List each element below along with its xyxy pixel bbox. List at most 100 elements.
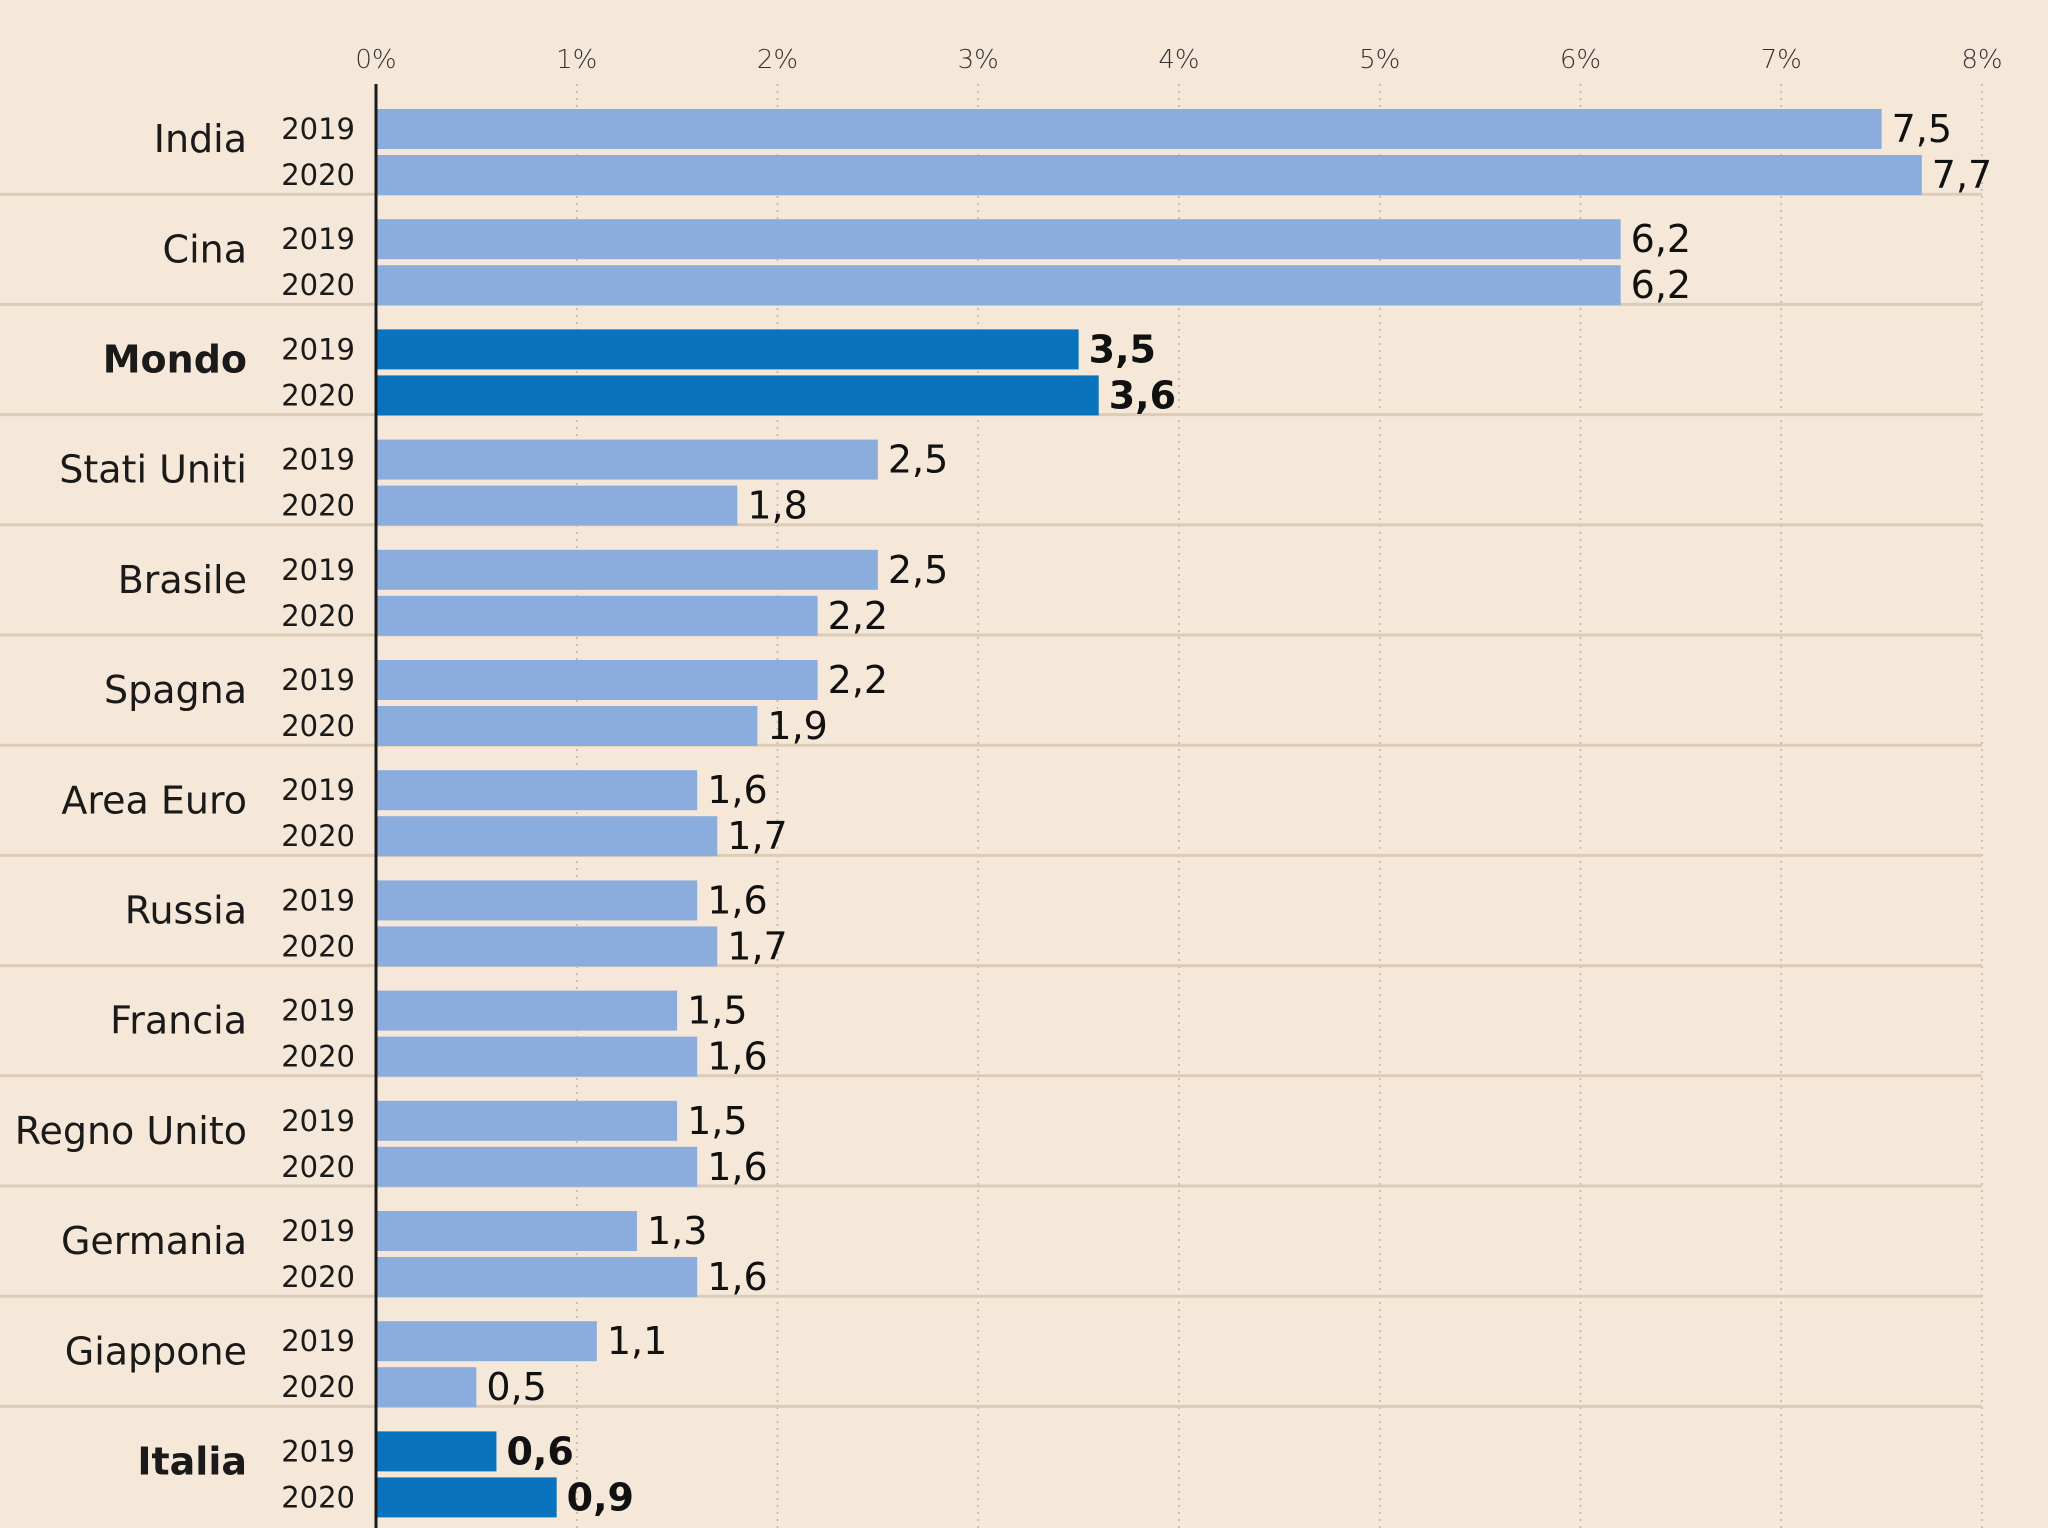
- year-label: 2019: [281, 1434, 355, 1468]
- x-tick-label: 4%: [1158, 45, 1199, 75]
- year-label: 2019: [281, 994, 355, 1028]
- year-label: 2020: [281, 929, 355, 963]
- bar-2020: [376, 375, 1099, 416]
- value-label: 1,8: [747, 484, 807, 528]
- year-label: 2020: [281, 489, 355, 523]
- year-label: 2020: [281, 1480, 355, 1514]
- country-label: Mondo: [103, 338, 247, 382]
- country-label: Brasile: [118, 558, 247, 602]
- country-label: Germania: [61, 1219, 247, 1263]
- country-label: Stati Uniti: [59, 448, 247, 492]
- bar-2020: [376, 155, 1922, 195]
- year-label: 2020: [281, 1040, 355, 1074]
- year-label: 2019: [281, 1324, 355, 1358]
- year-label: 2019: [281, 222, 355, 256]
- value-label: 7,7: [1932, 153, 1992, 197]
- year-label: 2019: [281, 553, 355, 587]
- bar-2020: [376, 1367, 477, 1408]
- year-label: 2020: [281, 268, 355, 302]
- country-label: Russia: [125, 889, 247, 933]
- bar-2020: [376, 485, 738, 526]
- value-label: 3,6: [1109, 373, 1176, 417]
- value-label: 1,6: [707, 878, 767, 922]
- year-label: 2020: [281, 709, 355, 743]
- value-label: 2,2: [828, 658, 888, 702]
- bar-2019: [376, 1100, 678, 1141]
- bar-2019: [376, 1431, 497, 1472]
- value-label: 0,6: [506, 1429, 573, 1473]
- bar-2019: [376, 880, 698, 921]
- year-label: 2020: [281, 1260, 355, 1294]
- value-label: 0,5: [486, 1365, 546, 1409]
- value-label: 6,2: [1631, 217, 1691, 261]
- value-label: 1,3: [647, 1209, 707, 1253]
- value-label: 3,5: [1089, 327, 1156, 371]
- x-tick-label: 8%: [1961, 45, 2002, 75]
- bar-2020: [376, 1257, 698, 1297]
- year-label: 2019: [281, 443, 355, 477]
- year-label: 2020: [281, 1370, 355, 1404]
- value-label: 1,7: [727, 924, 787, 968]
- x-tick-label: 3%: [958, 45, 999, 75]
- value-label: 1,6: [707, 768, 767, 812]
- country-label: Area Euro: [61, 778, 247, 822]
- bars: [376, 109, 1922, 1518]
- year-label: 2019: [281, 112, 355, 146]
- bar-2020: [376, 1146, 698, 1187]
- year-label: 2019: [281, 883, 355, 917]
- bar-2020: [376, 816, 718, 857]
- value-label: 2,5: [888, 438, 948, 482]
- x-tick-label: 2%: [757, 45, 798, 75]
- year-label: 2020: [281, 819, 355, 853]
- bar-2019: [376, 1211, 637, 1251]
- value-label: 1,6: [707, 1145, 767, 1189]
- bar-2020: [376, 1477, 557, 1518]
- value-label: 1,9: [767, 704, 827, 748]
- year-label: 2019: [281, 1214, 355, 1248]
- value-label: 1,7: [727, 814, 787, 858]
- x-tick-label: 1%: [556, 45, 597, 75]
- year-label: 2019: [281, 663, 355, 697]
- year-label: 2019: [281, 1104, 355, 1138]
- bar-2019: [376, 549, 878, 590]
- bar-2019: [376, 770, 698, 811]
- x-tick-label: 6%: [1560, 45, 1601, 75]
- value-label: 1,6: [707, 1255, 767, 1299]
- bar-2020: [376, 926, 718, 967]
- country-label: Francia: [110, 999, 247, 1043]
- country-label: Italia: [137, 1440, 247, 1484]
- value-label: 0,9: [567, 1475, 634, 1519]
- country-label: Giappone: [65, 1329, 247, 1373]
- bar-2020: [376, 265, 1621, 306]
- bar-2019: [376, 990, 678, 1031]
- country-label: Regno Unito: [15, 1109, 247, 1153]
- value-label: 7,5: [1892, 107, 1952, 151]
- bar-2020: [376, 1036, 698, 1077]
- bar-2019: [376, 660, 818, 700]
- year-label: 2019: [281, 332, 355, 366]
- x-tick-label: 7%: [1761, 45, 1802, 75]
- country-label: Cina: [163, 227, 247, 271]
- x-tick-label: 0%: [355, 45, 396, 75]
- value-label: 1,5: [687, 989, 747, 1033]
- bar-2019: [376, 219, 1621, 260]
- x-tick-label: 5%: [1359, 45, 1400, 75]
- value-label: 1,5: [687, 1099, 747, 1143]
- country-label: Spagna: [104, 668, 247, 712]
- value-label: 2,5: [888, 548, 948, 592]
- bar-2019: [376, 1321, 597, 1362]
- year-label: 2020: [281, 1150, 355, 1184]
- x-axis-ticks: 0% 1% 2% 3% 4% 5% 6% 7% 8%: [355, 45, 2002, 75]
- labels: India 2019 7,5 2020 7,7 Cina 2019 6,2 2020 6,2 Mon…: [15, 107, 1992, 1519]
- value-label: 1,6: [707, 1035, 767, 1079]
- year-label: 2020: [281, 378, 355, 412]
- year-label: 2020: [281, 599, 355, 633]
- year-label: 2019: [281, 773, 355, 807]
- bar-2019: [376, 329, 1079, 370]
- year-label: 2020: [281, 158, 355, 192]
- value-label: 6,2: [1631, 263, 1691, 307]
- bar-2020: [376, 706, 758, 746]
- value-label: 2,2: [828, 594, 888, 638]
- bar-2019: [376, 439, 878, 480]
